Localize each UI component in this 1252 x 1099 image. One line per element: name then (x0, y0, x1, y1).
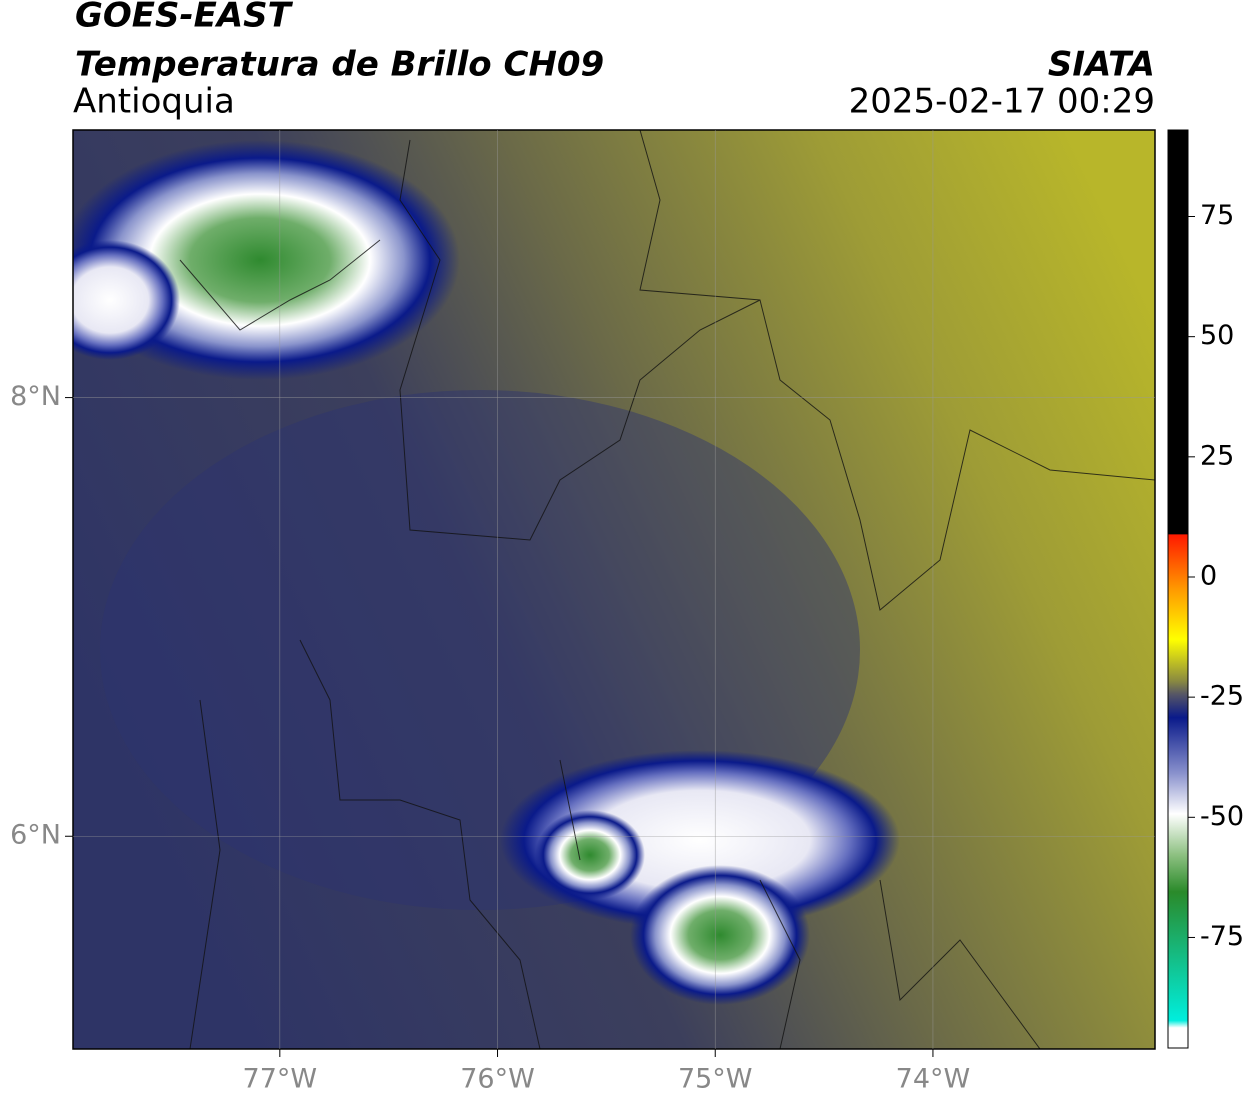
colorbar-label: -75 (1200, 921, 1244, 952)
subtitle: Temperatura de Brillo CH09 (75, 45, 604, 85)
title: GOES-EAST (75, 0, 294, 36)
colorbar-label: 25 (1200, 440, 1234, 471)
x-tick-label: 75°W (678, 1064, 753, 1095)
x-tick-label: 77°W (243, 1064, 318, 1095)
y-tick-label: 6°N (10, 820, 61, 851)
region: Antioquia (73, 82, 235, 122)
colorbar (1167, 129, 1189, 1049)
x-tick-label: 74°W (896, 1064, 971, 1095)
colorbar-label: 75 (1200, 200, 1234, 231)
datetime: 2025-02-17 00:29 (849, 82, 1155, 122)
y-tick-label: 8°N (10, 381, 61, 412)
colorbar-label: -50 (1200, 801, 1244, 832)
satellite-image (73, 130, 1155, 1049)
map-frame (72, 129, 1156, 1050)
x-tick-label: 76°W (460, 1064, 535, 1095)
colorbar-label: 0 (1200, 560, 1217, 591)
source: SIATA (1048, 45, 1155, 85)
colorbar-label: -25 (1200, 681, 1244, 712)
colorbar-label: 50 (1200, 320, 1234, 351)
